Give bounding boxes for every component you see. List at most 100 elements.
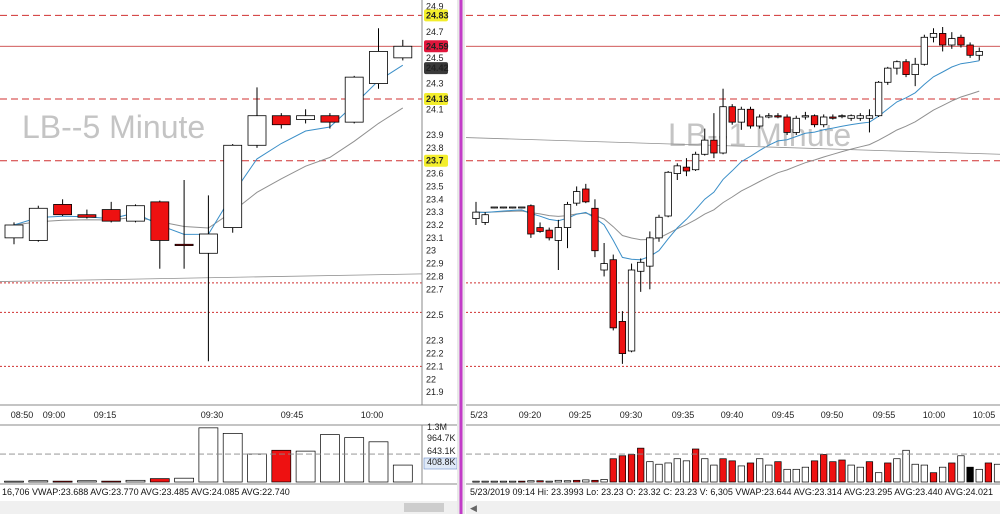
candle-body[interactable]: [554, 227, 562, 241]
candle-body[interactable]: [783, 116, 791, 133]
candle-body[interactable]: [829, 116, 837, 119]
candle-body[interactable]: [609, 259, 617, 329]
candle-body[interactable]: [774, 115, 782, 118]
volume-bar[interactable]: [957, 455, 965, 483]
candle-body[interactable]: [975, 51, 983, 56]
volume-bar[interactable]: [746, 462, 755, 483]
volume-bar[interactable]: [149, 478, 170, 483]
volume-bar[interactable]: [295, 450, 316, 483]
candle-body[interactable]: [838, 115, 846, 118]
volume-bar[interactable]: [637, 447, 645, 483]
candle-body[interactable]: [966, 44, 974, 56]
scroll-left-arrow-icon[interactable]: ◀: [470, 503, 477, 513]
candle-body[interactable]: [174, 243, 194, 246]
candle-body[interactable]: [499, 206, 508, 209]
volume-bar[interactable]: [247, 453, 267, 483]
candle-body[interactable]: [737, 108, 745, 123]
candle-body[interactable]: [536, 227, 544, 232]
candle-body[interactable]: [939, 33, 947, 46]
volume-bar[interactable]: [222, 432, 243, 483]
volume-bar[interactable]: [609, 458, 617, 483]
candle-body[interactable]: [637, 261, 645, 272]
volume-bar[interactable]: [847, 464, 855, 483]
volume-bar[interactable]: [320, 434, 340, 483]
volume-bar[interactable]: [582, 479, 590, 483]
candle-body[interactable]: [710, 139, 718, 154]
candle-body[interactable]: [508, 206, 517, 209]
one-minute-chart-panel[interactable]: LB--1 Minute 5/23 09:20 09:25 09:30 09:35 09:…: [465, 0, 1000, 514]
candle-body[interactable]: [223, 144, 243, 228]
candle-body[interactable]: [856, 115, 864, 119]
candle-body[interactable]: [673, 165, 681, 174]
candle-body[interactable]: [902, 61, 910, 75]
volume-bar[interactable]: [756, 458, 764, 483]
candle-body[interactable]: [948, 38, 956, 46]
candle-body[interactable]: [728, 106, 736, 123]
candle-body[interactable]: [527, 205, 535, 235]
candle-body[interactable]: [911, 63, 919, 75]
volume-bar[interactable]: [627, 454, 636, 483]
volume-bar[interactable]: [701, 458, 709, 483]
candle-body[interactable]: [655, 216, 663, 239]
candle-body[interactable]: [746, 108, 755, 127]
volume-bar[interactable]: [948, 462, 956, 483]
volume-bar[interactable]: [536, 480, 544, 483]
candle-body[interactable]: [646, 237, 654, 267]
candle-body[interactable]: [957, 36, 965, 46]
volume-bar[interactable]: [829, 461, 837, 483]
candle-body[interactable]: [472, 211, 480, 219]
volume-bar[interactable]: [856, 466, 864, 483]
volume-bar[interactable]: [820, 454, 828, 483]
candle-body[interactable]: [920, 36, 928, 65]
candle-body[interactable]: [198, 233, 218, 254]
volume-bar[interactable]: [765, 464, 773, 483]
candle-body[interactable]: [573, 191, 581, 204]
candle-body[interactable]: [756, 116, 764, 127]
volume-bar[interactable]: [902, 449, 910, 483]
candle-body[interactable]: [582, 188, 590, 203]
candle-body[interactable]: [884, 67, 892, 83]
candle-body[interactable]: [691, 153, 700, 171]
candle-body[interactable]: [481, 214, 489, 223]
volume-bar[interactable]: [673, 458, 681, 483]
volume-bar[interactable]: [545, 480, 553, 483]
candle-body[interactable]: [847, 115, 855, 119]
volume-bar[interactable]: [682, 460, 691, 483]
five-minute-time-axis[interactable]: [0, 405, 457, 425]
volume-bar[interactable]: [884, 462, 892, 483]
candle-body[interactable]: [296, 115, 316, 120]
volume-bar[interactable]: [774, 461, 782, 483]
candle-body[interactable]: [801, 115, 810, 118]
volume-bar[interactable]: [719, 458, 727, 483]
volume-bar[interactable]: [929, 472, 938, 483]
volume-bar[interactable]: [874, 472, 883, 483]
candle-body[interactable]: [765, 115, 773, 118]
candle-body[interactable]: [126, 205, 145, 222]
candle-body[interactable]: [77, 214, 97, 218]
volume-bar[interactable]: [499, 480, 508, 483]
volume-bar[interactable]: [737, 465, 745, 483]
volume-bar[interactable]: [509, 480, 517, 483]
volume-bar[interactable]: [810, 460, 819, 483]
volume-bar[interactable]: [125, 479, 146, 483]
volume-bar[interactable]: [939, 466, 947, 483]
volume-bar[interactable]: [28, 480, 49, 483]
volume-bar[interactable]: [984, 462, 993, 483]
candle-body[interactable]: [150, 201, 170, 241]
candle-body[interactable]: [4, 224, 24, 239]
volume-bar[interactable]: [783, 468, 791, 483]
volume-bar[interactable]: [655, 463, 663, 483]
volume-bar[interactable]: [646, 461, 654, 483]
volume-bar[interactable]: [554, 479, 562, 483]
candle-body[interactable]: [247, 115, 267, 146]
volume-bar[interactable]: [728, 460, 736, 483]
volume-bar[interactable]: [865, 461, 874, 483]
candle-body[interactable]: [719, 106, 727, 154]
candle-body[interactable]: [101, 209, 121, 222]
candle-body[interactable]: [865, 115, 874, 119]
volume-bar[interactable]: [792, 468, 800, 483]
volume-bar[interactable]: [4, 480, 24, 483]
volume-bar[interactable]: [966, 466, 974, 483]
candle-body[interactable]: [490, 206, 498, 209]
candle-body[interactable]: [563, 204, 572, 228]
